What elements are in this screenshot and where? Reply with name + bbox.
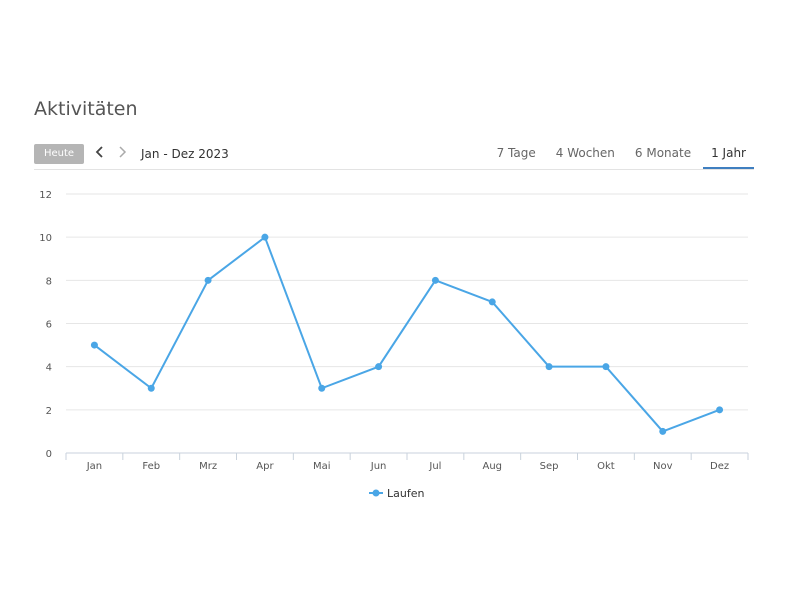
tab-7-tage[interactable]: 7 Tage bbox=[496, 146, 536, 160]
x-tick-label: Mrz bbox=[199, 461, 217, 472]
x-tick-label: Jan bbox=[86, 461, 102, 472]
x-tick-label: Jul bbox=[428, 461, 441, 472]
y-tick-label: 2 bbox=[46, 406, 52, 417]
x-tick-label: Dez bbox=[710, 461, 729, 472]
chevron-left-icon[interactable] bbox=[92, 142, 108, 162]
data-point bbox=[375, 363, 383, 371]
tab-4-wochen[interactable]: 4 Wochen bbox=[555, 146, 615, 160]
data-point bbox=[204, 276, 212, 284]
x-tick-label: Okt bbox=[597, 461, 615, 472]
y-tick-label: 4 bbox=[46, 363, 52, 374]
x-tick-label: Sep bbox=[540, 461, 559, 472]
x-tick-label: Aug bbox=[482, 461, 502, 472]
data-point bbox=[716, 406, 724, 414]
data-point bbox=[147, 384, 155, 392]
today-button[interactable]: Heute bbox=[34, 144, 84, 164]
series-line-laufen bbox=[93, 236, 720, 433]
data-point bbox=[488, 298, 496, 306]
data-point bbox=[659, 427, 667, 435]
y-tick-label: 6 bbox=[46, 320, 52, 331]
y-tick-label: 10 bbox=[39, 233, 52, 244]
data-point bbox=[318, 384, 326, 392]
tab-1-jahr[interactable]: 1 Jahr bbox=[703, 142, 754, 169]
chevron-right-icon[interactable] bbox=[114, 142, 130, 162]
data-point bbox=[545, 363, 553, 371]
legend-marker bbox=[372, 489, 380, 497]
legend-label: Laufen bbox=[387, 487, 424, 500]
y-tick-label: 8 bbox=[46, 276, 52, 287]
data-point bbox=[261, 233, 269, 241]
y-tick-label: 0 bbox=[46, 449, 52, 460]
x-tick-label: Jun bbox=[370, 461, 387, 472]
tab-6-monate[interactable]: 6 Monate bbox=[634, 146, 692, 160]
x-tick-label: Mai bbox=[313, 461, 331, 472]
data-point bbox=[90, 341, 98, 349]
y-tick-label: 12 bbox=[39, 190, 52, 201]
x-tick-label: Apr bbox=[256, 461, 274, 472]
data-point bbox=[431, 276, 439, 284]
range-tabs: 7 Tage 4 Wochen 6 Monate 1 Jahr bbox=[485, 142, 754, 169]
date-range-label: Jan - Dez 2023 bbox=[141, 147, 229, 161]
x-tick-label: Nov bbox=[653, 461, 673, 472]
data-point bbox=[602, 363, 610, 371]
page-title: Aktivitäten bbox=[34, 98, 138, 120]
chart-toolbar: Heute Jan - Dez 2023 7 Tage 4 Wochen 6 M… bbox=[34, 142, 754, 170]
x-tick-label: Feb bbox=[142, 461, 160, 472]
activity-line-chart: 0 2 4 6 8 10 12 Jan Feb Mrz Apr Mai Jun Jul Aug Sep Okt N… bbox=[39, 190, 749, 500]
